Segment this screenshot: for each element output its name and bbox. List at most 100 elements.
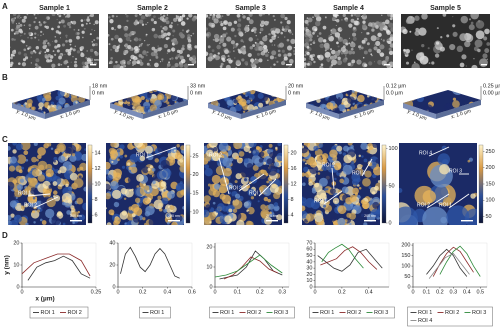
sem-grain <box>449 43 456 51</box>
roi-line <box>426 193 450 209</box>
map-grain <box>229 157 234 162</box>
sem-grain <box>263 20 269 26</box>
sample-title: Sample 4 <box>333 5 364 12</box>
map-grain <box>360 164 363 168</box>
map-grain <box>83 107 87 112</box>
sem-grain <box>326 57 331 62</box>
plot-frame <box>412 242 488 288</box>
sem-grain <box>330 28 337 35</box>
map-grain <box>374 106 381 113</box>
sem-grain <box>158 34 162 39</box>
map-grain <box>247 188 255 197</box>
map-grain <box>358 90 362 92</box>
map-grain <box>129 153 139 163</box>
sem-grain <box>337 36 343 42</box>
sem-grain <box>94 30 96 32</box>
legend-box <box>139 306 171 319</box>
sem-grain <box>287 66 290 68</box>
y-tick-label: 40 <box>109 240 115 246</box>
map-grain <box>112 90 118 94</box>
sem-grain <box>175 56 178 60</box>
map-grain <box>141 90 146 93</box>
height-map <box>8 143 86 225</box>
sem-grain <box>384 19 390 25</box>
sem-grain <box>138 14 142 16</box>
roi-line <box>361 158 373 177</box>
map-grain <box>20 143 31 151</box>
map-grain <box>371 191 376 195</box>
height-map <box>302 143 380 225</box>
sem-grain <box>468 24 475 31</box>
sem-grain <box>379 22 385 29</box>
sem-grain <box>74 60 77 64</box>
sem-grain <box>324 49 327 52</box>
colorbar-tick-label: 100 <box>389 146 398 152</box>
map-grain <box>131 203 140 213</box>
sem-grain <box>39 50 42 53</box>
map-grain <box>144 185 150 191</box>
sem-grain <box>157 45 160 47</box>
map-grain <box>127 162 131 166</box>
map-grain <box>363 158 368 163</box>
sem-grain <box>324 51 331 58</box>
sem-grain <box>19 35 21 37</box>
sem-grain <box>171 57 174 60</box>
map-grain <box>151 168 156 172</box>
sem-grain <box>179 63 184 68</box>
map-grain <box>416 94 425 103</box>
colorbar-tick-label: 14 <box>95 150 101 156</box>
colorbar <box>478 144 484 224</box>
map-grain <box>284 107 286 113</box>
sem-grain <box>223 20 228 25</box>
map-grain <box>285 101 286 106</box>
sem-grain <box>163 32 168 37</box>
sem-grain <box>304 57 307 62</box>
sem-grain <box>153 48 158 54</box>
sem-grain <box>312 16 314 18</box>
map-grain <box>176 185 181 190</box>
sem-grain <box>477 48 481 53</box>
map-grain <box>19 90 24 93</box>
map-grain <box>329 90 336 93</box>
sem-grain <box>172 29 176 33</box>
map-grain <box>230 90 236 95</box>
sem-grain <box>70 20 73 24</box>
map-grain <box>235 155 240 160</box>
sem-grain <box>227 21 233 27</box>
y-tick-label: 60 <box>306 247 312 253</box>
sem-grain <box>258 14 263 17</box>
sem-grain <box>230 40 235 45</box>
sem-grain <box>226 36 232 42</box>
sem-grain <box>158 17 160 20</box>
sem-grain <box>353 20 359 26</box>
map-grain <box>160 87 162 89</box>
sem-grain <box>334 32 341 38</box>
map-grain <box>37 174 45 182</box>
map-grain <box>59 166 67 174</box>
map-grain <box>274 90 277 94</box>
sem-grain <box>350 14 354 17</box>
map-grain <box>119 211 128 220</box>
map-grain <box>248 94 255 100</box>
map-grain <box>234 193 241 199</box>
colorbar <box>87 144 93 224</box>
sem-image <box>304 14 393 68</box>
map-grain <box>133 90 136 94</box>
map-grain <box>32 90 39 94</box>
sem-grain <box>73 63 78 68</box>
sem-grain <box>252 44 256 48</box>
sem-grain <box>30 36 33 40</box>
sem-grain <box>85 56 88 59</box>
sem-grain <box>59 37 62 39</box>
scale-bar <box>188 64 194 66</box>
sem-grain <box>222 26 227 31</box>
map-grain <box>476 91 480 95</box>
sem-grain <box>233 50 235 52</box>
sem-grain <box>471 64 478 68</box>
map-grain <box>31 156 37 163</box>
sem-grain <box>379 44 385 50</box>
sem-grain <box>219 38 224 44</box>
map-grain <box>342 164 353 175</box>
sem-grain <box>269 33 272 36</box>
x-tick-label: 0 <box>313 289 316 295</box>
